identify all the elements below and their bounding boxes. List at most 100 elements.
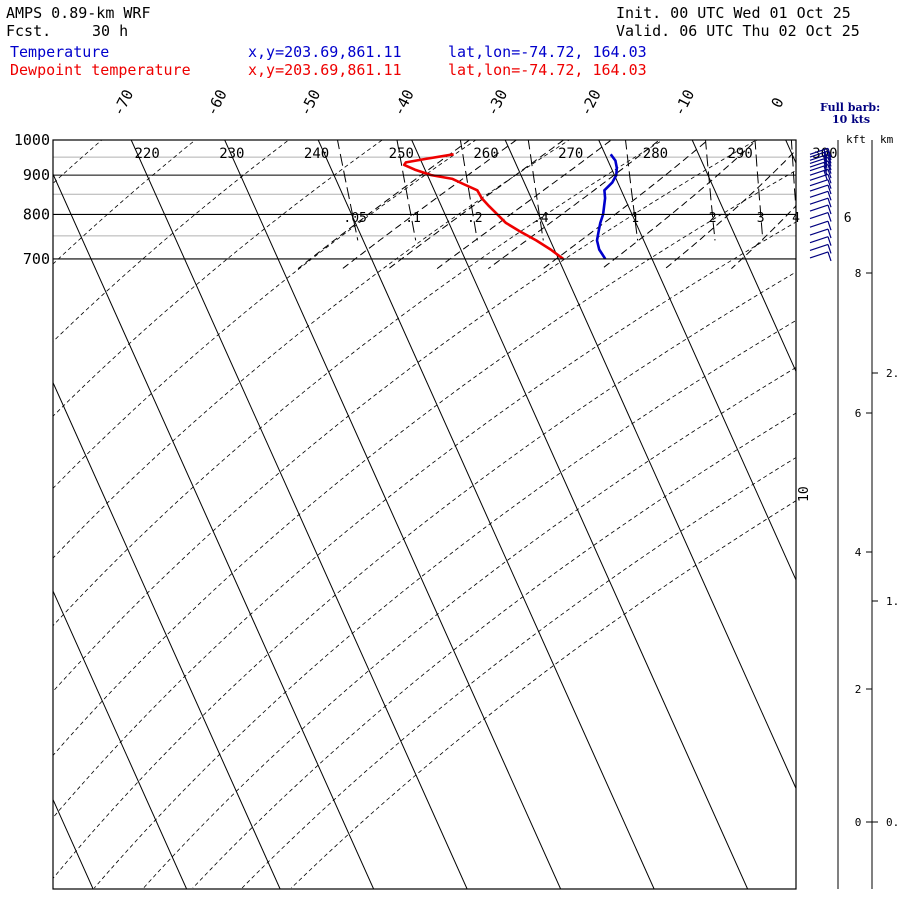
dewpoint-profile xyxy=(402,153,564,260)
wind-barb xyxy=(809,212,832,222)
legend-temperature-latlon: lat,lon=-74.72, 164.03 xyxy=(448,43,647,61)
isotherm xyxy=(53,589,188,889)
mixing-ratio-label: .1 xyxy=(405,211,421,226)
dry-adiabat xyxy=(53,140,290,343)
isotherm-label: -30 xyxy=(483,87,511,119)
isotherm xyxy=(53,381,281,889)
dry-adiabat xyxy=(291,500,796,889)
kft-label: 0 xyxy=(855,816,862,829)
dry-adiabat xyxy=(53,140,103,184)
isotherm xyxy=(0,120,9,900)
mixing-ratio-label: .2 xyxy=(467,211,483,226)
wind-barb xyxy=(809,184,832,195)
dry-adiabat xyxy=(53,140,758,693)
theta-label: 270 xyxy=(558,146,583,162)
mixing-ratio-label: .05 xyxy=(343,211,366,226)
isotherm xyxy=(598,140,796,582)
kft-axis-label: kft xyxy=(846,133,866,146)
dry-adiabat xyxy=(53,140,196,265)
wind-barb xyxy=(809,147,832,159)
isotherm xyxy=(411,140,749,889)
isotherm xyxy=(504,140,796,790)
theta-label: 250 xyxy=(389,146,414,162)
isotherm xyxy=(691,140,796,373)
valid-time: Valid. 06 UTC Thu 02 Oct 25 xyxy=(616,22,860,40)
km-label: 1. xyxy=(886,595,899,608)
mixing-ratio-label: 1 xyxy=(631,211,639,226)
isotherm xyxy=(317,140,655,889)
isotherm-label: -50 xyxy=(296,87,324,119)
kft-label: 8 xyxy=(855,267,862,280)
moist-adiabat xyxy=(388,140,565,269)
pressure-label-800: 800 xyxy=(23,205,50,223)
model-title: AMPS 0.89-km WRF xyxy=(6,4,151,22)
dry-adiabat xyxy=(53,140,383,417)
dry-adiabat xyxy=(143,366,796,889)
isotherm xyxy=(53,172,375,889)
dry-adiabat xyxy=(241,457,796,889)
barb-speed-label: 10 xyxy=(797,486,812,502)
moist-adiabat xyxy=(342,140,518,269)
barb-note-line1: Full barb: xyxy=(820,101,881,114)
isotherm-label: -10 xyxy=(670,87,698,119)
dry-adiabat xyxy=(53,140,477,489)
km-axis-label: km xyxy=(880,133,894,146)
wind-barb xyxy=(809,204,832,215)
theta-label: 280 xyxy=(643,146,668,162)
wind-barb xyxy=(809,190,832,201)
forecast-hour-label: Fcst. xyxy=(6,22,52,40)
moist-adiabat xyxy=(799,121,900,269)
wind-barb xyxy=(809,179,832,189)
kft-label: 4 xyxy=(855,546,862,559)
dry-adiabat xyxy=(53,140,570,559)
theta-label: 290 xyxy=(728,146,753,162)
barb-note-line2: 10 kts xyxy=(832,113,871,126)
km-label: 0. xyxy=(886,816,899,829)
km-label: 2. xyxy=(886,367,899,380)
isotherm-label: -70 xyxy=(109,87,137,119)
pressure-label-900: 900 xyxy=(23,166,50,184)
theta-label: 230 xyxy=(219,146,244,162)
theta-label: 260 xyxy=(473,146,498,162)
moist-adiabat xyxy=(664,149,796,269)
theta-label: 240 xyxy=(304,146,329,162)
isotherm xyxy=(224,140,562,889)
init-time: Init. 00 UTC Wed 01 Oct 25 xyxy=(616,4,851,22)
dry-adiabat xyxy=(53,140,664,627)
mixing-ratio-label: 6 xyxy=(844,211,852,226)
pressure-label-700: 700 xyxy=(23,250,50,268)
forecast-hour-value: 30 h xyxy=(92,22,129,40)
wind-barb xyxy=(809,220,832,231)
moist-adiabat xyxy=(542,140,709,270)
pressure-label-1000: 1000 xyxy=(14,131,50,149)
isotherm-label: -20 xyxy=(576,87,604,119)
isotherm-label: -40 xyxy=(389,87,417,119)
mixing-ratio-label: 3 xyxy=(757,211,765,226)
wind-barb xyxy=(809,173,832,184)
wind-barb xyxy=(809,236,832,246)
wind-barb xyxy=(809,228,832,239)
isotherm xyxy=(870,120,900,900)
wind-barb xyxy=(809,197,832,208)
legend-temperature-name: Temperature xyxy=(10,43,110,61)
theta-label: 220 xyxy=(134,146,159,162)
legend-dewpoint-xy: x,y=203.69,861.11 xyxy=(248,61,402,79)
moist-adiabat xyxy=(865,121,900,269)
isotherm-label: -60 xyxy=(202,87,230,119)
isotherm xyxy=(130,140,468,889)
moist-adiabat xyxy=(297,140,471,269)
mixing-ratio-label: 2 xyxy=(709,211,717,226)
mixing-ratio-label: .4 xyxy=(533,211,549,226)
dry-adiabat xyxy=(192,412,796,889)
legend-temperature-xy: x,y=203.69,861.11 xyxy=(248,43,402,61)
temperature-profile xyxy=(595,153,619,260)
dry-adiabat xyxy=(53,271,796,879)
dry-adiabat xyxy=(53,169,796,757)
isotherm xyxy=(53,798,94,889)
isotherm-label: 0 xyxy=(768,95,788,111)
kft-label: 6 xyxy=(855,407,862,420)
moist-adiabat xyxy=(731,205,796,269)
wind-barb xyxy=(809,243,832,254)
dry-adiabat xyxy=(93,319,796,889)
